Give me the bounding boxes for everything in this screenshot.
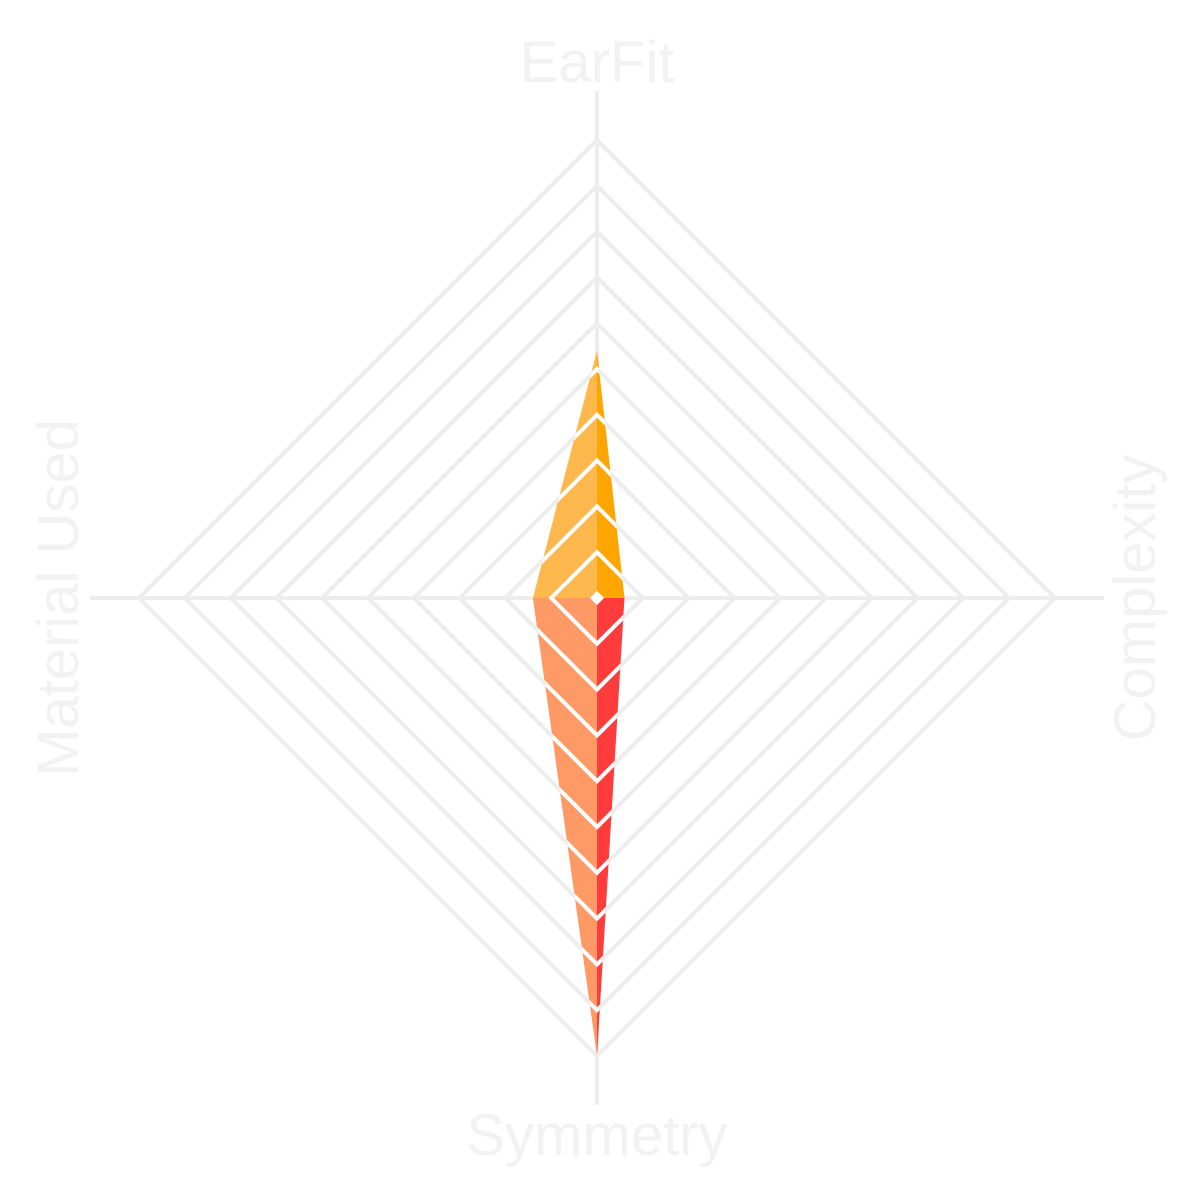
series-area-top-left	[532, 350, 597, 598]
series-area-bottom-left	[532, 598, 597, 1056]
axis-label-earfit: EarFit	[520, 30, 675, 95]
axis-label-symmetry: Symmetry	[467, 1103, 728, 1168]
overlay-ring-4	[532, 411, 625, 785]
overlay-ring-3	[532, 457, 625, 739]
overlay-ring-6	[532, 350, 625, 876]
axis-label-material-used: Material Used	[26, 419, 91, 777]
overlay-ring-5	[532, 366, 625, 830]
axis-labels: EarFit Complexity Symmetry Material Used	[26, 30, 1168, 1168]
center-marker	[589, 590, 605, 606]
overlay-ring-9	[532, 350, 625, 1014]
overlay-ring-1	[548, 549, 625, 647]
overlay-ring-7	[532, 350, 625, 922]
overlay-ring-8	[532, 350, 625, 968]
axis-label-complexity: Complexity	[1103, 455, 1168, 742]
